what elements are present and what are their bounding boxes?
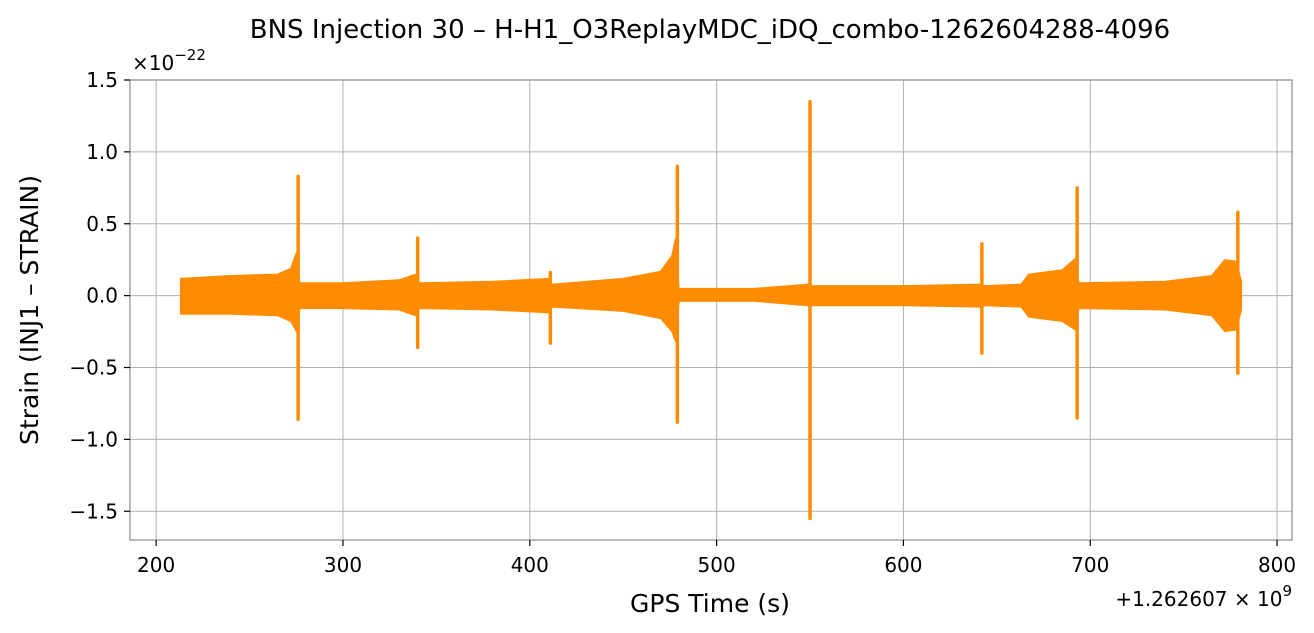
signal-envelope <box>179 237 1243 342</box>
chart-title: BNS Injection 30 – H-H1_O3ReplayMDC_iDQ_… <box>250 15 1170 45</box>
x-tick-label: 500 <box>698 553 736 577</box>
y-scale-exponent: −22 <box>174 46 206 64</box>
y-tick-label: −1.5 <box>69 499 118 523</box>
x-tick-label: 600 <box>884 553 922 577</box>
strain-series <box>179 99 1243 521</box>
y-scale-multiplier: ×10−22 <box>132 46 206 75</box>
y-tick-label: 0.5 <box>86 212 118 236</box>
y-tick-label: 1.5 <box>86 68 118 92</box>
axis-ticks: 200 300 400 500 600 700 800 1.5 1.0 0.5 0.0 −0.5 −1.… <box>69 68 1296 577</box>
x-offset-label: +1.262607 × 109 <box>1115 582 1292 611</box>
x-axis-label: GPS Time (s) <box>630 589 790 618</box>
y-tick-label: 0.0 <box>86 284 118 308</box>
y-scale-base: ×10 <box>132 51 174 75</box>
x-offset-base: +1.262607 × 10 <box>1115 587 1282 611</box>
x-offset-exponent: 9 <box>1282 582 1292 600</box>
x-tick-label: 200 <box>137 553 175 577</box>
x-tick-label: 800 <box>1258 553 1296 577</box>
y-tick-label: 1.0 <box>86 140 118 164</box>
y-tick-label: −1.0 <box>69 427 118 451</box>
plot-frame <box>129 79 1293 541</box>
x-tick-label: 400 <box>511 553 549 577</box>
x-tick-label: 300 <box>324 553 362 577</box>
y-axis-label: Strain (INJ1 – STRAIN) <box>15 175 44 445</box>
x-tick-label: 700 <box>1071 553 1109 577</box>
y-tick-label: −0.5 <box>69 356 118 380</box>
grid-lines <box>130 79 1292 540</box>
